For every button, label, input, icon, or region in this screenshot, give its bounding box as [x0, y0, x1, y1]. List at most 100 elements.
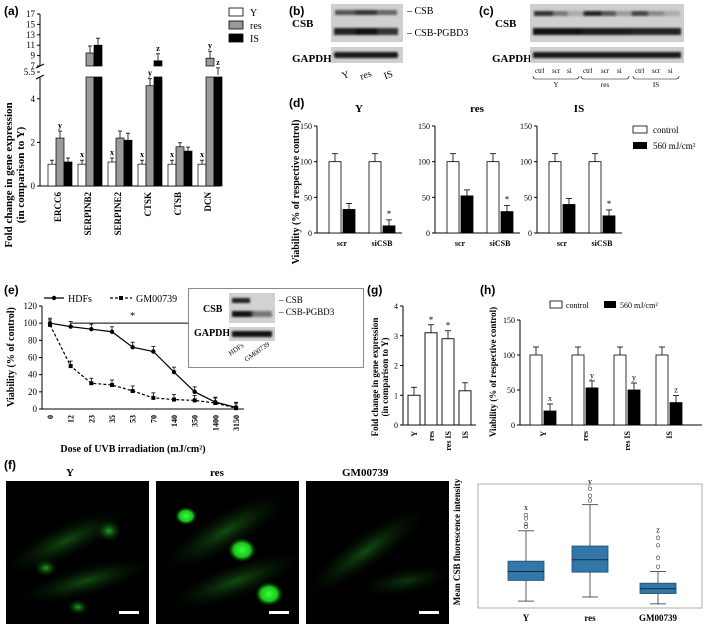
panel-a-ylabel-1: Fold change in gene expression [3, 102, 15, 247]
x-tick-label: scr [455, 239, 466, 248]
y-tick-label: 120 [24, 301, 38, 311]
panel-f-plot: x Yy res z GM00739 [477, 477, 703, 623]
lane-label-scr-y: scr [552, 67, 561, 75]
panel-label-e: (e) [4, 283, 19, 297]
subplot-title: res [470, 103, 485, 115]
bar-serpinb2-res-lower [85, 76, 95, 187]
significance-letter: z [674, 386, 678, 395]
panel-g-plot: 0 1 2 3 4 Y * res * res IS IS [394, 302, 476, 451]
y-tick-label: 50 [507, 386, 515, 395]
data-point-gm00739 [172, 397, 176, 402]
significance-letter: x [110, 148, 114, 157]
panel-d-subplots: Y 0 50 100 150 scr * siCSB res 0 50 100 150 scr * siCSB… [300, 103, 622, 248]
lane-label-gm00739: GM00739 [243, 340, 272, 364]
panel-label-f: (f) [4, 458, 16, 472]
x-tick-label: res [584, 613, 596, 623]
bar-serpinb2-y [77, 163, 87, 187]
significance-letter: z [656, 526, 660, 535]
y-tick-label: 40 [28, 370, 38, 380]
panel-g-ylabel-2: (in comparison to Y) [380, 338, 390, 417]
panel-e-chart: Viability (% of control) Dose of UVB irr… [6, 294, 244, 455]
data-point-hdfs [151, 349, 156, 354]
bar-serpine2-res [115, 137, 125, 187]
gapdh-blot-image [229, 327, 275, 341]
outlier-point [655, 564, 661, 569]
panel-b-blot: CSB GAPDH – CSB – CSB-PGBD3 Y res IS [290, 0, 480, 90]
panel-label-g: (g) [367, 283, 383, 297]
box-res [571, 545, 609, 573]
y-tick-label: 100 [300, 158, 312, 167]
x-tick-label: 140 [170, 415, 179, 427]
y-tick-label: 0 [33, 404, 38, 414]
bar-ctsk-res [145, 85, 155, 187]
csb-blot-image [331, 4, 403, 42]
bar-dcn-y [197, 163, 207, 187]
legend-marker-hdfs [51, 295, 57, 301]
data-point-gm00739 [151, 395, 156, 400]
y-tick-label: 1 [394, 391, 398, 400]
panel-label-a: (a) [4, 4, 19, 18]
significance-star: * [607, 199, 612, 209]
bar-dcn-is-lower [213, 76, 223, 187]
legend-swatch-res [228, 20, 244, 30]
panel-label-d: (d) [289, 96, 305, 110]
data-point-hdfs [68, 324, 73, 329]
y-tick-label: 150 [503, 316, 515, 325]
outlier-point [587, 486, 593, 491]
outlier-point [587, 498, 593, 503]
bar-dcn-res-upper [205, 57, 215, 67]
outlier-point [587, 493, 593, 498]
outlier-point [523, 524, 529, 529]
y-tick-label: 0 [394, 421, 398, 430]
outlier-point [655, 535, 661, 540]
group-label-is: IS [653, 81, 659, 89]
panel-h-ylabel: Viability (% of respective control) [488, 307, 498, 437]
panel-d-legend: control 560 mJ/cm² [632, 125, 696, 151]
data-point-hdfs [109, 329, 115, 334]
blot-label-gapdh: GAPDH [292, 53, 332, 65]
x-tick-label: 23 [87, 415, 96, 423]
bar-y [407, 394, 421, 426]
significance-letter: y [58, 121, 62, 130]
y-tick-label: 80 [28, 335, 38, 345]
data-point-hdfs [89, 326, 94, 332]
blot-label-gapdh: GAPDH [194, 328, 231, 339]
microscopy-image-gm00739 [306, 481, 449, 624]
y-tick-label: 15 [26, 19, 36, 29]
y-tick-label: 5.5 [24, 67, 36, 77]
legend-label-is: IS [250, 34, 259, 45]
significance-letter: x [80, 150, 84, 159]
x-tick-label: 12 [67, 415, 76, 423]
bar-res-is [441, 338, 455, 426]
data-point-gm00739 [130, 388, 135, 393]
bar-ercc6-res [55, 137, 65, 187]
panel-e-plot: 0 20 40 60 80 100 120 0 12 23 35 53 70 140 350 1400 3150… [24, 301, 244, 431]
data-point-hdfs [192, 389, 197, 395]
data-point-gm00739 [110, 382, 114, 387]
lane-label-is: IS [382, 68, 395, 83]
x-tick-label: IS [665, 430, 674, 438]
outlier-point [655, 555, 661, 560]
y-tick-label: 20 [28, 387, 38, 397]
x-tick-label-ercc6: ERCC6 [53, 192, 63, 223]
bar-ctsb-is [183, 150, 193, 187]
bar-dcn-res-lower [205, 76, 215, 187]
significance-star: * [130, 311, 135, 322]
y-tick-label: 0 [31, 181, 36, 191]
significance-letter: y [588, 477, 592, 486]
x-tick-label: res IS [444, 430, 453, 450]
blot-label-csb: CSB [292, 18, 314, 30]
group-label-y: Y [553, 81, 558, 89]
bar-serpinb2-res-upper [85, 52, 95, 67]
x-tick-label: Y [523, 613, 530, 623]
legend-label-control: control [653, 125, 679, 135]
y-tick-label: 60 [28, 353, 38, 363]
significance-letter: y [632, 373, 636, 382]
outlier-point [523, 512, 529, 518]
bar-scr-control [548, 161, 562, 234]
x-tick-label: 350 [191, 415, 200, 427]
lane-label-y: Y [340, 69, 351, 82]
x-tick-label-ctsb: CTSB [173, 192, 183, 216]
legend-swatch-control [549, 300, 563, 309]
data-point-gm00739 [213, 400, 218, 405]
